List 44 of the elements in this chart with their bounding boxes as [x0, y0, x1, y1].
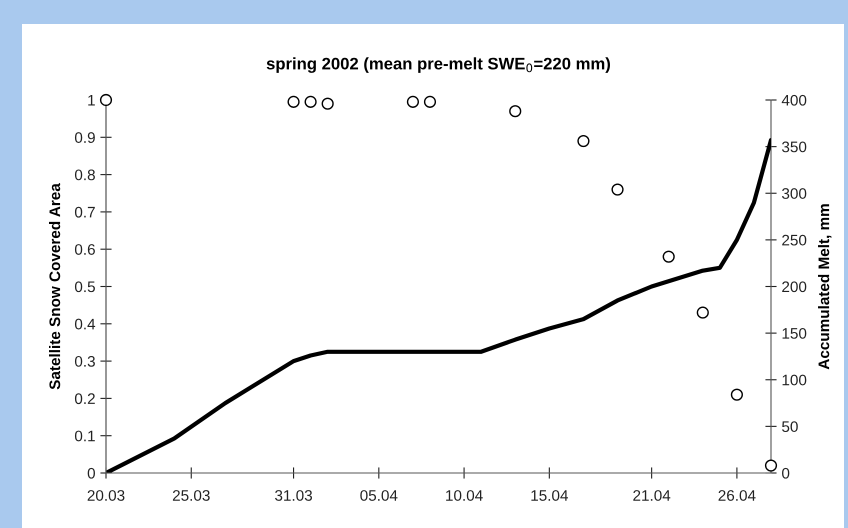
y-tick-label: 0.4 [74, 318, 96, 330]
point [100, 94, 112, 106]
point [577, 134, 590, 148]
y2-axis-title: Accumulated Melt, mm [818, 204, 832, 370]
point [509, 105, 522, 118]
chart-title: spring 2002 (mean pre-melt SWE$_{0}$=220 mm) [266, 57, 610, 73]
y-tick-label: 0.2 [74, 393, 95, 404]
point [424, 96, 436, 108]
y-tick-label: 1 [88, 95, 95, 106]
y-tick-label: 0 [88, 468, 95, 479]
y-axis-title: Satellite Snow Covered Area [48, 183, 60, 390]
x-tick-label: 15.04 [531, 490, 568, 501]
y-tick-label: 0.7 [74, 206, 95, 218]
y-tick-label: 0.6 [74, 244, 95, 255]
y2-tick-label: 250 [782, 234, 806, 246]
point [611, 183, 624, 196]
y2-tick-label: 100 [782, 374, 806, 386]
point [287, 96, 300, 108]
y2-tick-label: 200 [782, 281, 806, 292]
point [696, 306, 709, 319]
y-tick-label: 0.5 [74, 281, 95, 292]
y-tick-label: 0.9 [74, 132, 95, 143]
y2-tick-label: 300 [782, 188, 806, 199]
point [322, 98, 334, 110]
y-tick-label: 0.1 [74, 430, 95, 442]
x-tick-label: 10.04 [446, 490, 483, 501]
y-tick-label: 0.3 [74, 356, 95, 367]
x-tick-label: 21.04 [633, 490, 670, 501]
y2-tick-label: 150 [782, 328, 806, 339]
point [764, 459, 778, 472]
y2-tick-label: 0 [782, 468, 790, 479]
x-tick-label: 25.03 [172, 490, 210, 501]
point [730, 388, 743, 401]
point [304, 96, 317, 108]
x-tick-label: 05.04 [360, 490, 398, 501]
point [406, 96, 419, 108]
x-tick-label: 26.04 [718, 490, 756, 501]
y2-tick-label: 50 [782, 421, 798, 432]
y2-tick-label: 350 [782, 141, 806, 152]
x-tick-label: 20.03 [88, 490, 124, 501]
y2-tick-label: 400 [782, 94, 806, 106]
x-tick-label: 31.03 [275, 490, 312, 501]
point [662, 250, 675, 263]
y-tick-label: 0.8 [74, 169, 95, 180]
